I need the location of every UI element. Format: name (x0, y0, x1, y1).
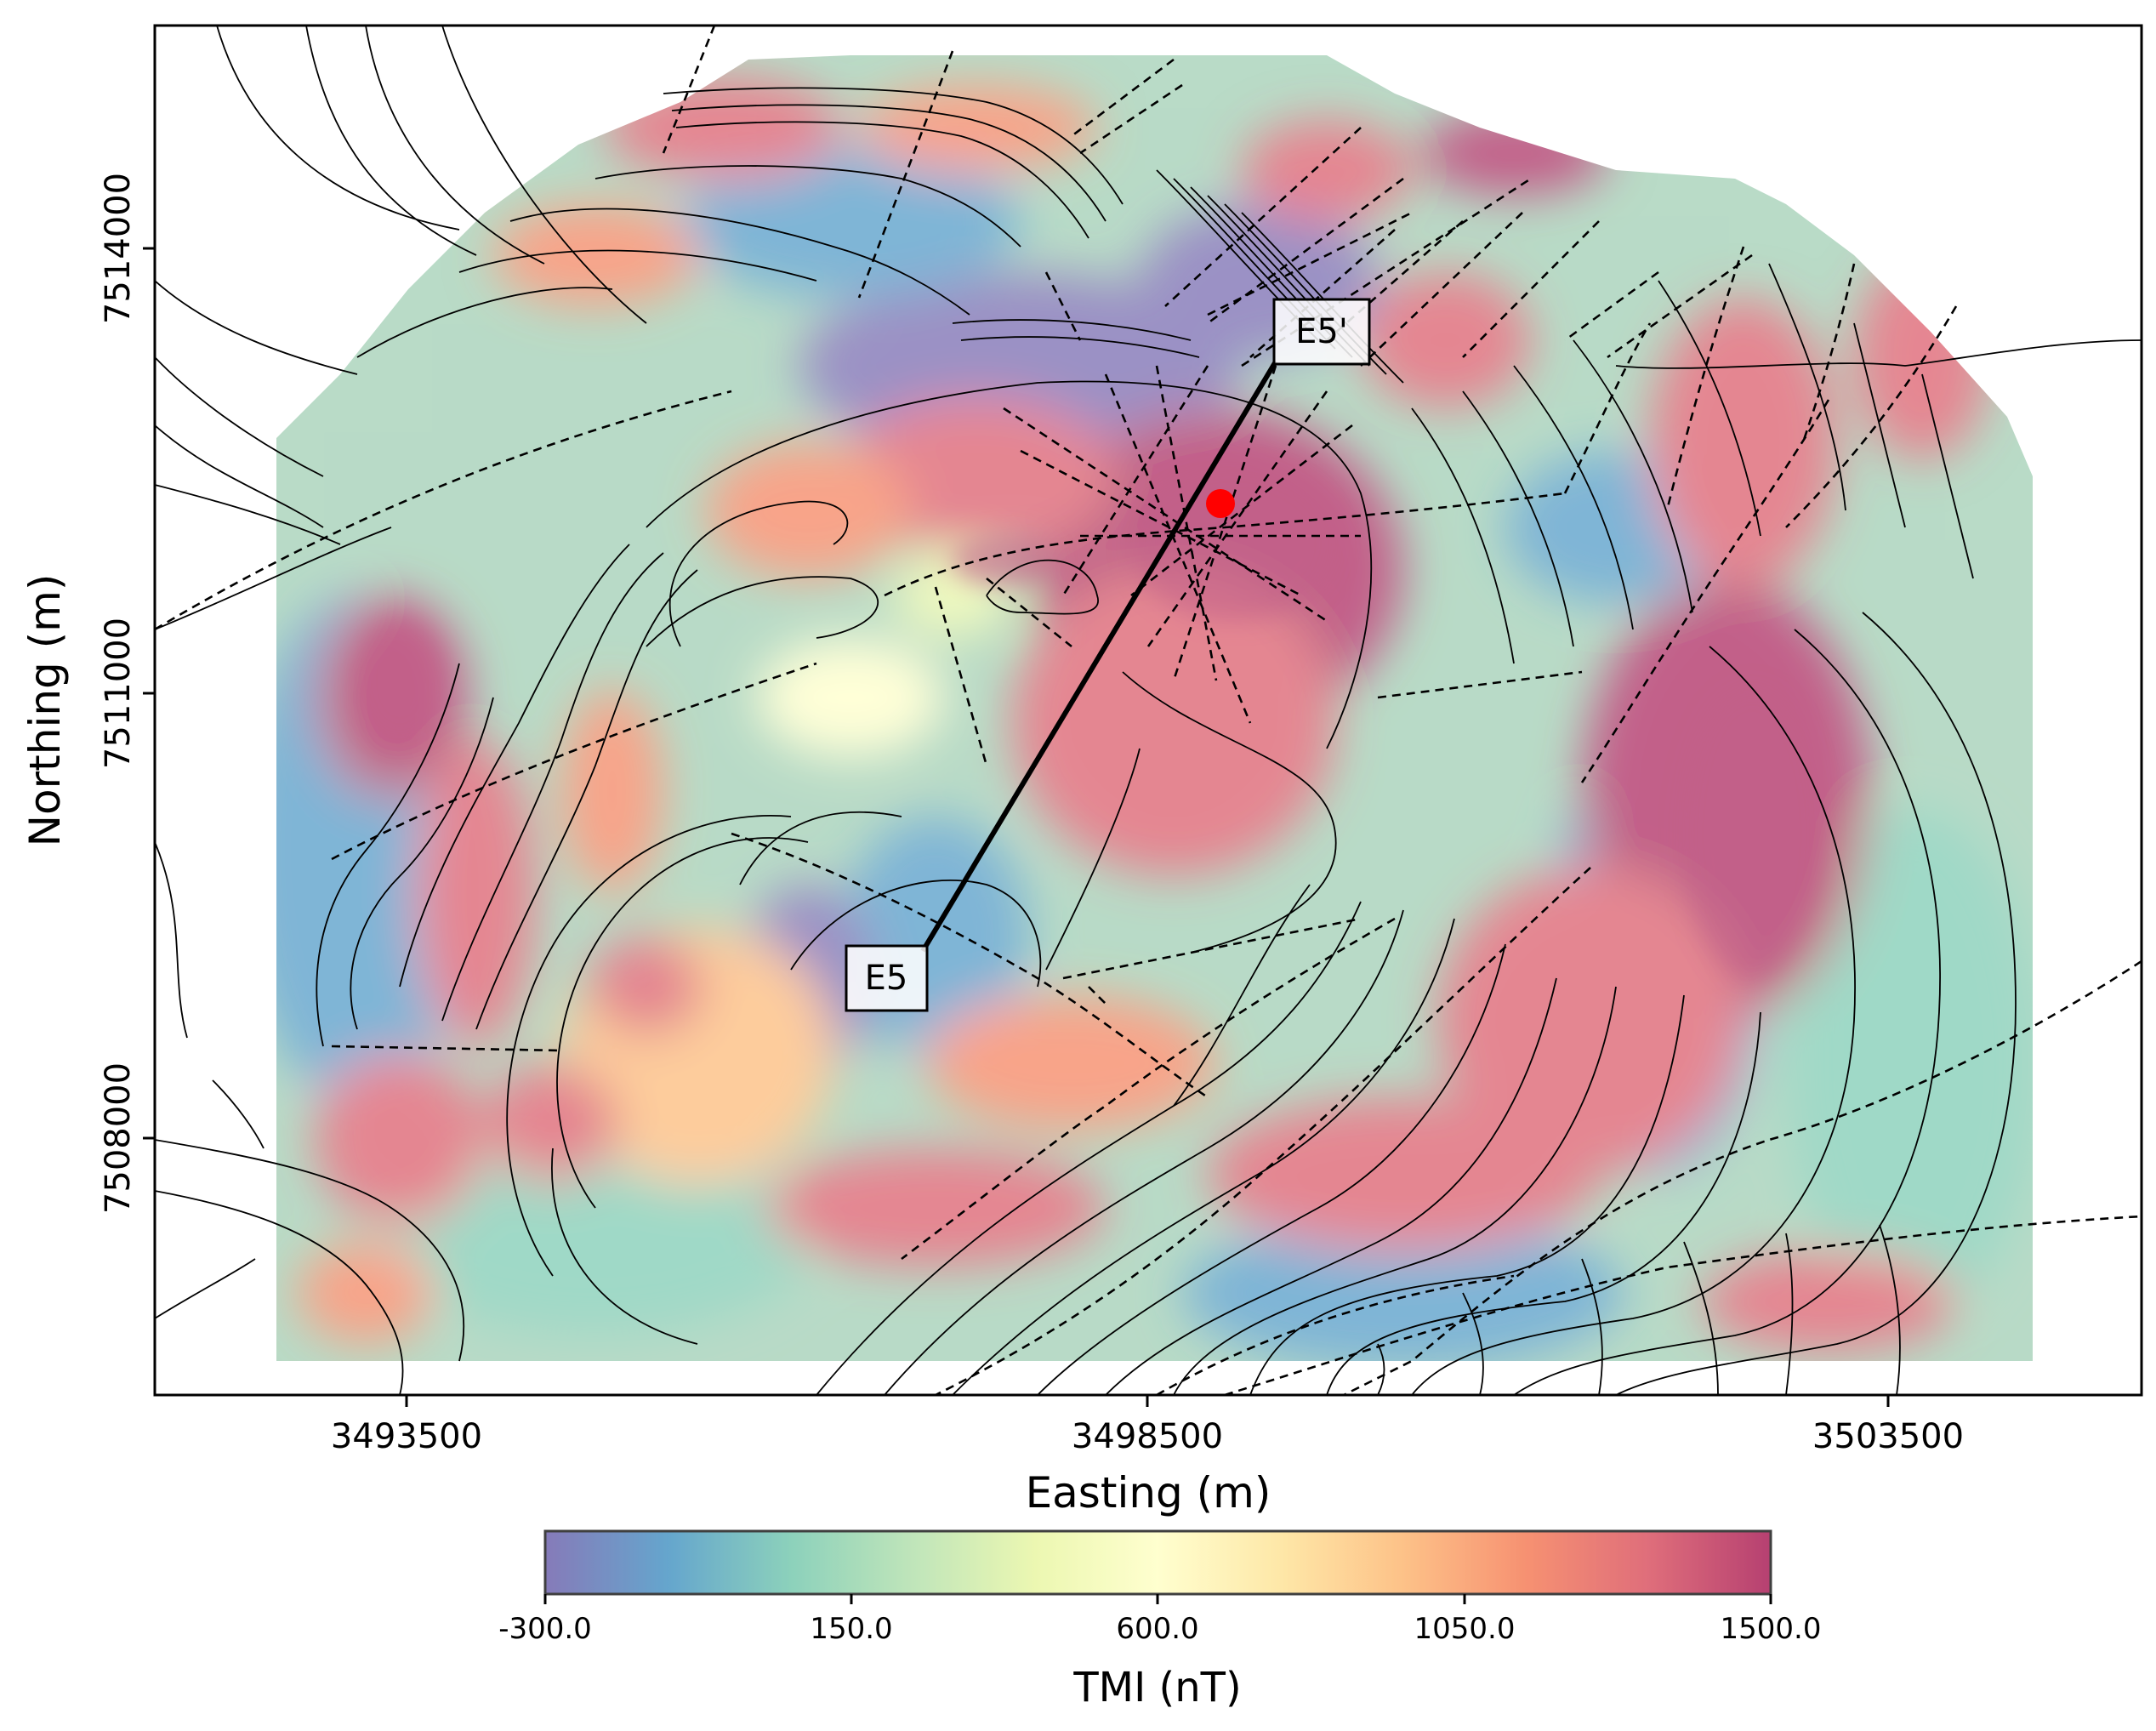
section-end-label-box: E5' (1272, 298, 1371, 366)
colorbar-tick-label: 1050.0 (1414, 1612, 1516, 1646)
section-start-label-box: E5 (845, 944, 929, 1012)
y-tick-label: 7508000 (99, 1062, 138, 1214)
x-tick-label: 3498500 (1072, 1417, 1223, 1456)
colorbar-tick-label: 600.0 (1116, 1612, 1198, 1646)
y-tick-label: 7514000 (99, 173, 138, 324)
colorbar: -300.0 150.0 600.0 1050.0 1500.0 TMI (nT… (498, 1529, 1822, 1711)
section-line-e5 (920, 360, 1278, 953)
y-axis: 7514000 7511000 7508000 Northing (m) (20, 173, 155, 1214)
colorbar-tick-label: -300.0 (498, 1612, 592, 1646)
x-axis-title: Easting (m) (1026, 1468, 1271, 1517)
colorbar-tick-label: 150.0 (810, 1612, 892, 1646)
section-start-label: E5 (865, 959, 908, 998)
colorbar-tick-label: 1500.0 (1721, 1612, 1822, 1646)
y-axis-title: Northing (m) (20, 574, 70, 847)
y-tick-label: 7511000 (99, 618, 138, 769)
x-tick-label: 3503500 (1812, 1417, 1964, 1456)
section-end-label: E5' (1295, 312, 1348, 351)
colorbar-title: TMI (nT) (1072, 1664, 1241, 1711)
x-tick-label: 3493500 (331, 1417, 482, 1456)
borehole-point-marker (1206, 489, 1235, 518)
colorbar-gradient (543, 1529, 1772, 1596)
tmi-raster (276, 55, 2033, 1361)
x-axis: 3493500 3498500 3503500 Easting (m) (331, 1395, 1964, 1517)
